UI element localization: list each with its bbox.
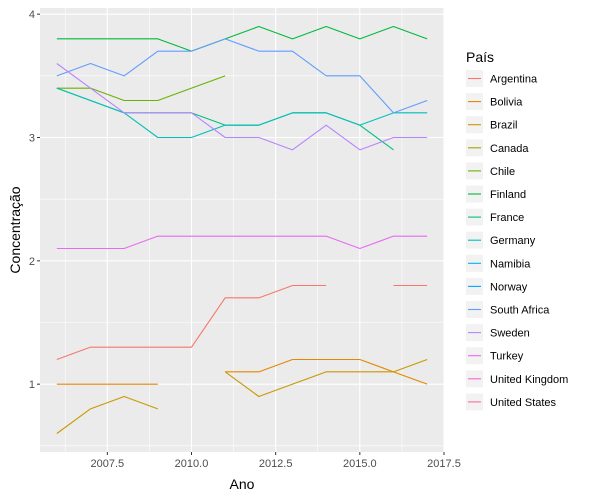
legend-item: Brazil (466, 116, 518, 134)
legend-label: Germany (490, 235, 536, 247)
series-germany (56, 87, 428, 139)
x-tick-label: 2007.5 (91, 458, 125, 470)
legend-item: Norway (466, 277, 528, 295)
legend-item: Argentina (466, 70, 538, 87)
legend-label: Chile (490, 166, 515, 178)
legend-label: Turkey (490, 351, 524, 363)
x-axis-title: Ano (230, 476, 255, 492)
series-line (56, 25, 428, 52)
legend-title: País (466, 49, 494, 65)
legend-label: Namibia (490, 258, 531, 270)
legend-item: Germany (466, 231, 536, 249)
legend-item: Sweden (466, 324, 530, 342)
legend-item: Turkey (466, 347, 524, 365)
legend-label: South Africa (490, 305, 550, 317)
legend-item: South Africa (466, 301, 550, 318)
series-lines (56, 25, 428, 434)
legend-item: Canada (466, 139, 529, 157)
x-tick-label: 2017.5 (427, 458, 461, 470)
legend-label: United States (490, 397, 557, 409)
legend-label: United Kingdom (490, 374, 568, 386)
series-line (56, 395, 159, 434)
x-tick-label: 2010.0 (175, 458, 209, 470)
legend-label: Canada (490, 143, 529, 155)
series-line (56, 75, 226, 102)
series-line (224, 358, 428, 398)
series-turkey (56, 235, 428, 250)
y-tick-label: 1 (29, 379, 35, 391)
series-line (56, 235, 428, 250)
y-axis-ticks: 1 2 3 4 (29, 9, 40, 391)
x-tick-label: 2015.0 (343, 458, 377, 470)
series-sweden (56, 63, 428, 151)
legend: País Argentina Bolivia Brazil Canada Chile Fi… (466, 49, 568, 411)
legend-label: Bolivia (490, 97, 523, 109)
series-chile (56, 75, 226, 102)
legend-item: United Kingdom (466, 370, 568, 388)
legend-item: Chile (466, 162, 515, 180)
legend-label: Norway (490, 281, 528, 293)
series-south-africa (56, 38, 428, 114)
series-line (56, 284, 327, 361)
series-argentina (56, 284, 428, 361)
legend-item: Finland (466, 185, 526, 203)
legend-label: Finland (490, 189, 526, 201)
legend-items: Argentina Bolivia Brazil Canada Chile Finland… (466, 70, 568, 411)
panel-background (40, 8, 444, 452)
x-axis-ticks: 2007.5 2010.0 2012.5 2015.0 2017.5 (91, 452, 461, 470)
y-axis-title: Concentração (7, 186, 23, 273)
y-tick-label: 2 (29, 256, 35, 268)
legend-label: Argentina (490, 74, 538, 86)
series-line (56, 63, 428, 151)
x-tick-label: 2012.5 (259, 458, 293, 470)
legend-item: France (466, 208, 524, 226)
legend-item: Namibia (466, 254, 531, 272)
series-brazil (56, 358, 428, 434)
y-tick-label: 4 (29, 9, 35, 21)
series-line (56, 38, 428, 114)
series-finland (56, 25, 428, 52)
series-line (56, 87, 428, 139)
legend-label: Sweden (490, 328, 530, 340)
y-tick-label: 3 (29, 133, 35, 145)
legend-label: Brazil (490, 120, 518, 132)
legend-label: France (490, 212, 524, 224)
legend-item: Bolivia (466, 93, 523, 111)
legend-item: United States (466, 393, 557, 411)
